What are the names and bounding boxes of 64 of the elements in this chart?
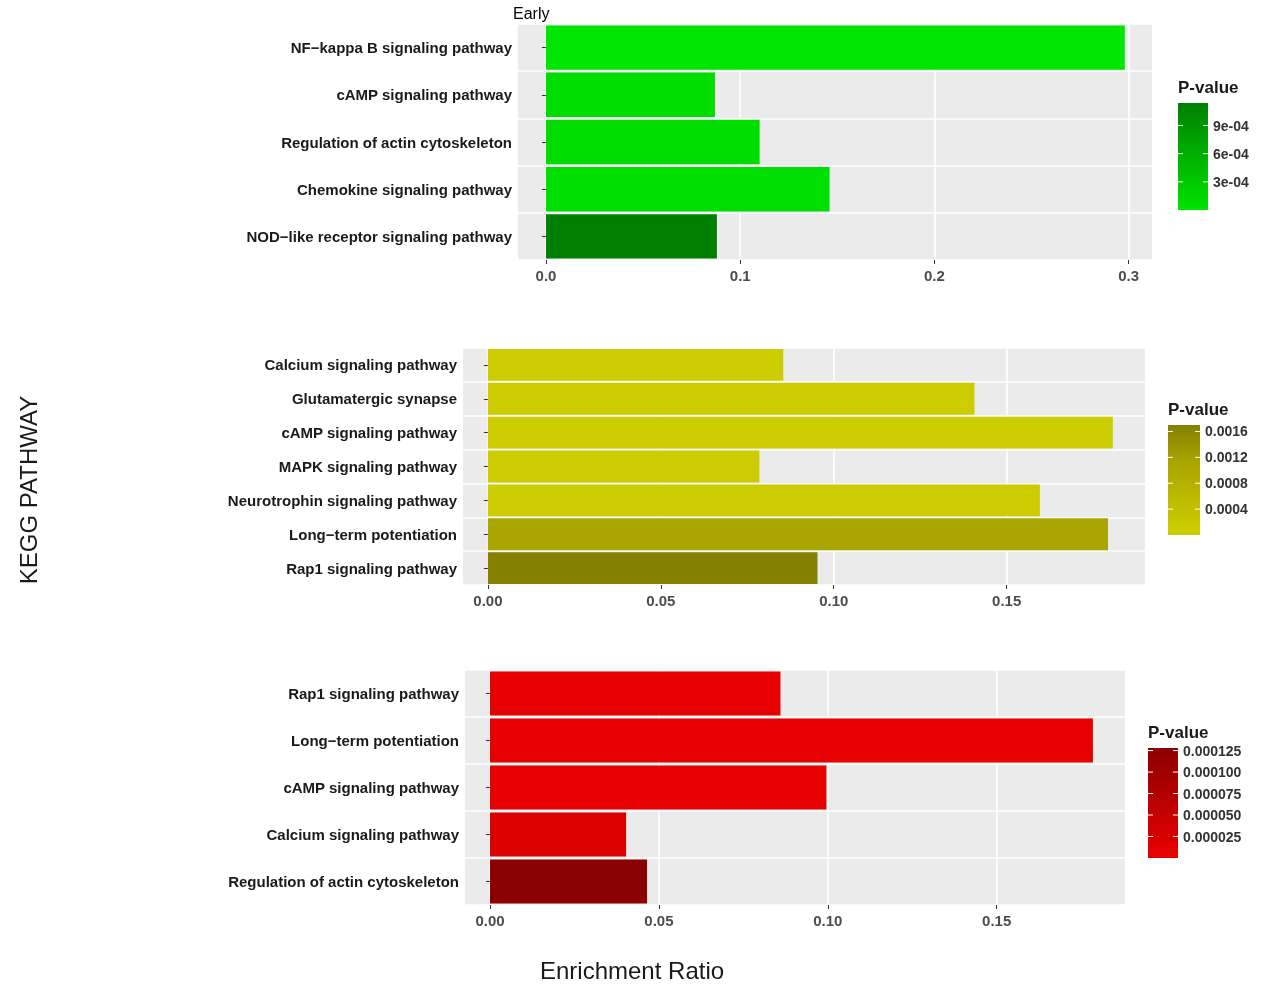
x-tick-label: 0.05: [644, 912, 674, 929]
bar: [487, 484, 1040, 517]
y-tick-label: Neurotrophin signaling pathway: [227, 491, 458, 509]
bar: [489, 765, 827, 810]
y-tick-label: Glutamatergic synapse: [291, 390, 457, 408]
y-tick-label: Chemokine signaling pathway: [296, 180, 513, 198]
chart-title: Early: [513, 4, 550, 22]
bar: [545, 119, 760, 165]
color-bar-title: P-value: [1168, 400, 1229, 419]
x-tick-label: 0.10: [813, 912, 843, 929]
bar: [489, 718, 1093, 763]
bar: [487, 450, 760, 483]
y-tick-label: Regulation of actin cytoskeleton: [281, 133, 512, 151]
bar: [545, 214, 717, 259]
color-bar-label: 6e-04: [1213, 145, 1250, 162]
color-bar-title: P-value: [1178, 78, 1239, 97]
bar: [487, 518, 1108, 551]
x-tick-label: 0.15: [982, 912, 1012, 929]
y-tick-label: cAMP signaling pathway: [336, 86, 513, 104]
y-tick-label: Calcium signaling pathway: [266, 826, 460, 843]
y-tick-label: Long−term potentiation: [289, 525, 457, 543]
color-bar-label: 0.000100: [1183, 764, 1242, 781]
bar: [487, 349, 784, 381]
x-tick-label: 0.10: [819, 592, 849, 609]
y-axis-title: KEGG PATHWAY: [14, 395, 42, 585]
color-bar-label: 9e-04: [1213, 117, 1250, 134]
color-bar-label: 0.000075: [1183, 785, 1242, 802]
bar: [489, 671, 781, 716]
y-tick-label: Regulation of actin cytoskeleton: [228, 873, 459, 890]
bar: [489, 812, 627, 857]
x-tick-label: 0.3: [1118, 267, 1140, 284]
y-tick-label: Rap1 signaling pathway: [288, 685, 460, 702]
bar: [545, 167, 830, 212]
bar: [545, 72, 715, 117]
y-tick-label: MAPK signaling pathway: [278, 458, 458, 475]
color-bar-label: 0.000050: [1183, 807, 1242, 824]
bar: [489, 859, 648, 904]
y-tick-label: cAMP signaling pathway: [283, 779, 460, 796]
bar: [487, 552, 818, 584]
x-axis-title: Enrichment Ratio: [540, 956, 725, 984]
y-tick-label: Rap1 signaling pathway: [286, 559, 458, 577]
x-tick-label: 0.0: [535, 267, 557, 284]
x-tick-label: 0.15: [992, 592, 1022, 609]
x-tick-label: 0.00: [475, 912, 505, 929]
bar: [487, 382, 975, 415]
color-bar-label: 0.0008: [1205, 475, 1249, 492]
color-bar-label: 0.0016: [1205, 423, 1249, 440]
color-bar-label: 0.000025: [1183, 828, 1242, 845]
color-bar-label: 0.0004: [1205, 501, 1249, 518]
color-bar-title: P-value: [1148, 723, 1209, 742]
bar: [487, 416, 1113, 449]
x-tick-label: 0.00: [473, 592, 503, 609]
color-bar-label: 0.0012: [1205, 449, 1249, 466]
bar: [545, 25, 1125, 70]
x-tick-label: 0.05: [646, 592, 676, 609]
y-tick-label: cAMP signaling pathway: [281, 424, 458, 442]
color-bar-label: 3e-04: [1213, 173, 1250, 190]
x-tick-label: 0.2: [924, 267, 945, 284]
y-tick-label: Calcium signaling pathway: [264, 356, 458, 374]
x-tick-label: 0.1: [729, 267, 751, 284]
y-tick-label: NF−kappa B signaling pathway: [290, 39, 513, 57]
y-tick-label: NOD−like receptor signaling pathway: [246, 227, 513, 245]
color-bar-label: 0.000125: [1183, 742, 1242, 759]
y-tick-label: Long−term potentiation: [291, 732, 459, 749]
